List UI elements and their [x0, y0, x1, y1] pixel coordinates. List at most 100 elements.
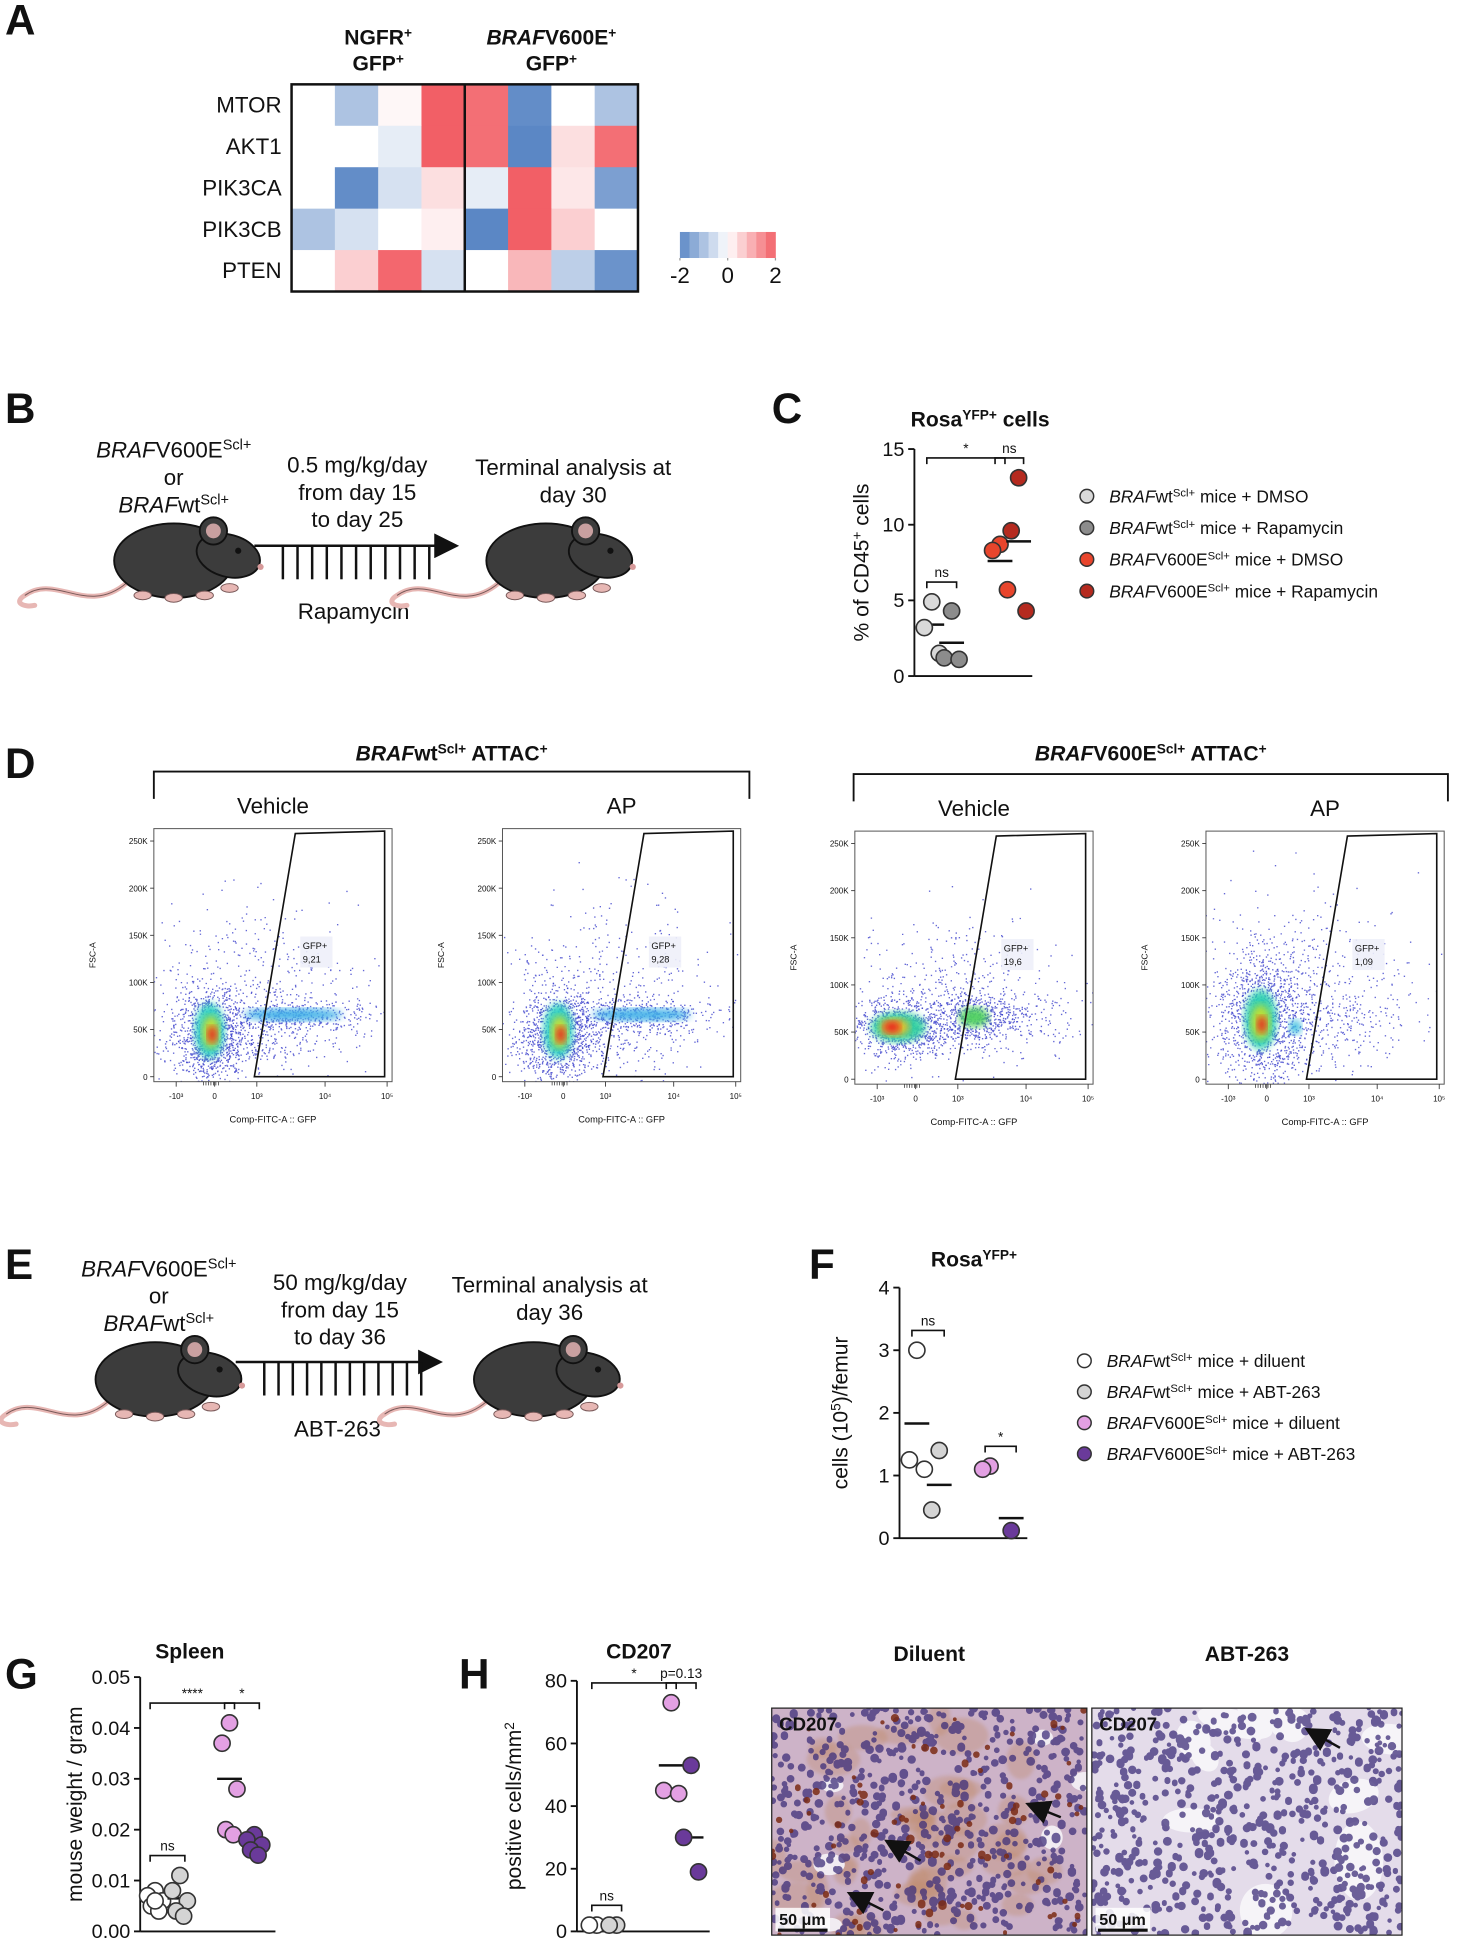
legend-label: BRAFV600EScl+ mice + Rapamycin	[1109, 581, 1378, 601]
mouse-foot	[145, 1411, 165, 1422]
colorbar-step	[689, 231, 700, 259]
heatmap-cell	[594, 208, 639, 251]
flow-x-tick-label: 10⁵	[381, 1092, 393, 1101]
y-axis-label: mouse weight / gram	[64, 1706, 87, 1902]
heatmap-cell	[334, 208, 379, 251]
gate-label-box	[1352, 939, 1385, 971]
text-run: V600E	[1093, 742, 1156, 765]
text-run: BRAF	[118, 492, 179, 517]
scale-bar-bg	[775, 1907, 831, 1932]
colorbar-step	[765, 231, 776, 259]
image-title: ABT-263	[1205, 1643, 1289, 1666]
mouse-eye	[607, 547, 614, 554]
event-dots	[1205, 850, 1443, 1082]
text-run: Rosa	[911, 409, 963, 432]
data-point	[228, 1780, 246, 1798]
gate-frequency: 1,09	[1355, 957, 1373, 967]
pointer-arrow	[846, 1891, 884, 1915]
endpoint-text: Terminal analysis at	[452, 1273, 649, 1298]
heatmap-cell	[508, 208, 552, 251]
significance-label: ns	[921, 1313, 936, 1328]
data-point	[1002, 521, 1021, 540]
heatmap-cell	[421, 250, 466, 292]
event-dots	[1205, 921, 1331, 1085]
gate	[1305, 832, 1438, 1081]
colorbar-tick-label: -2	[670, 263, 690, 288]
significance-bracket	[665, 1682, 697, 1690]
mouse-foot	[536, 593, 556, 603]
heatmap-cell	[378, 167, 422, 210]
data-point	[689, 1863, 708, 1881]
image-frame	[771, 1707, 1088, 1936]
stain-patch	[850, 1817, 872, 1848]
text-run: BRAF	[1107, 1351, 1155, 1371]
data-point	[662, 1693, 681, 1712]
flow-y-tick-label: 100K	[1181, 981, 1200, 990]
mouse-ear-inner	[578, 523, 594, 539]
mouse-foot	[567, 590, 587, 601]
flow-y-tick-label: 250K	[129, 837, 148, 846]
y-tick-label: 4	[879, 1277, 890, 1299]
y-tick-label: 3	[879, 1340, 890, 1362]
genotype-label: or	[149, 1284, 169, 1309]
heatmap-cell	[464, 167, 509, 210]
text-run: V600E	[156, 438, 223, 463]
plot-title: AP	[607, 794, 637, 819]
flow-x-tick-label: 10³	[251, 1092, 263, 1101]
text-run: NGFR	[344, 27, 404, 50]
chart-title: CD207	[606, 1640, 672, 1663]
panel-letter: H	[459, 1650, 489, 1697]
data-point	[922, 1501, 941, 1519]
flow-y-tick-label: 200K	[830, 887, 849, 896]
density-core	[555, 1025, 566, 1044]
data-point	[973, 1460, 992, 1479]
y-axis-label: % of CD45+ cells	[849, 484, 874, 642]
heatmap-cell	[464, 84, 509, 127]
data-point	[654, 1781, 673, 1800]
colorbar-step	[746, 231, 757, 259]
y-tick-label: 0.01	[92, 1870, 131, 1892]
significance-label: ns	[935, 565, 950, 580]
heatmap-cell	[594, 125, 639, 168]
mouse-ear-inner	[565, 1342, 581, 1358]
text-run: mice + ABT-263	[1193, 1382, 1321, 1402]
mouse-foot	[524, 1411, 543, 1422]
pointer-arrow	[1304, 1728, 1341, 1751]
heatmap-cell	[291, 125, 336, 168]
text-run: mice + Rapamycin	[1230, 581, 1378, 601]
legend-marker	[1079, 520, 1095, 536]
flow-y-tick-label: 50K	[834, 1028, 849, 1037]
y-tick-label: 20	[545, 1859, 567, 1881]
text-run: YFP+	[982, 1247, 1017, 1262]
dosing-text: from day 15	[298, 480, 416, 505]
mouse-foot	[493, 1409, 512, 1419]
text-run: V600E	[545, 27, 608, 50]
flow-x-label: Comp-FITC-A :: GFP	[931, 1117, 1018, 1127]
significance-label: ns	[600, 1888, 615, 1903]
text-run: Rosa	[931, 1249, 983, 1272]
text-run: cells	[997, 409, 1050, 432]
gate-frequency: 9,28	[651, 955, 669, 965]
text-run: BRAF	[1109, 518, 1157, 538]
text-run: Scl+	[208, 1256, 237, 1272]
scale-bar-bg	[1095, 1907, 1151, 1932]
gate-name: GFP+	[1004, 943, 1029, 953]
density-core	[207, 1025, 218, 1044]
density-layer	[502, 861, 741, 1082]
micrograph	[1091, 1708, 1403, 1936]
text-run: +	[404, 25, 412, 40]
heatmap-cell	[334, 167, 379, 210]
y-tick-label: 0.00	[92, 1921, 131, 1943]
significance-label: ****	[182, 1686, 204, 1701]
text-run: Scl+	[1208, 551, 1231, 563]
mouse-nose	[257, 563, 264, 570]
y-tick-label: 15	[882, 439, 904, 461]
text-run: Scl+	[185, 1311, 214, 1327]
mouse-foot	[201, 1401, 221, 1412]
flow-x-tick-label: 10⁴	[667, 1092, 680, 1101]
heatmap-cell	[378, 208, 422, 251]
flow-y-tick-label: 0	[143, 1073, 148, 1082]
data-point	[171, 1866, 189, 1885]
y-axis-label: positive cells/mm2	[502, 1722, 527, 1890]
flow-y-tick-label: 250K	[830, 840, 849, 849]
